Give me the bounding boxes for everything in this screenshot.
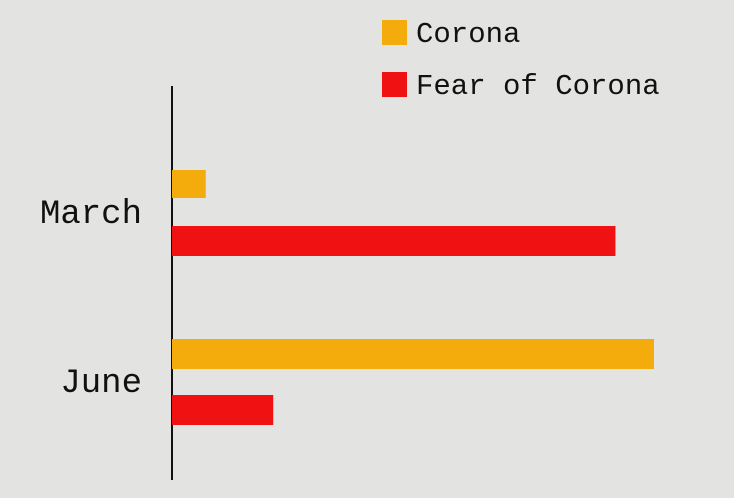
bar-june-fear-of-corona: [172, 395, 274, 425]
bar-march-fear-of-corona: [172, 226, 616, 256]
legend-swatch-0: [382, 20, 407, 45]
legend: Corona Fear of Corona: [382, 18, 660, 103]
legend-label-1: Fear of Corona: [416, 70, 660, 103]
bar-march-corona: [172, 170, 206, 198]
legend-swatch-1: [382, 72, 407, 97]
bar-june-corona: [172, 339, 654, 369]
legend-label-0: Corona: [416, 18, 520, 51]
category-label-march: March: [40, 196, 142, 234]
category-label-june: June: [60, 365, 142, 403]
